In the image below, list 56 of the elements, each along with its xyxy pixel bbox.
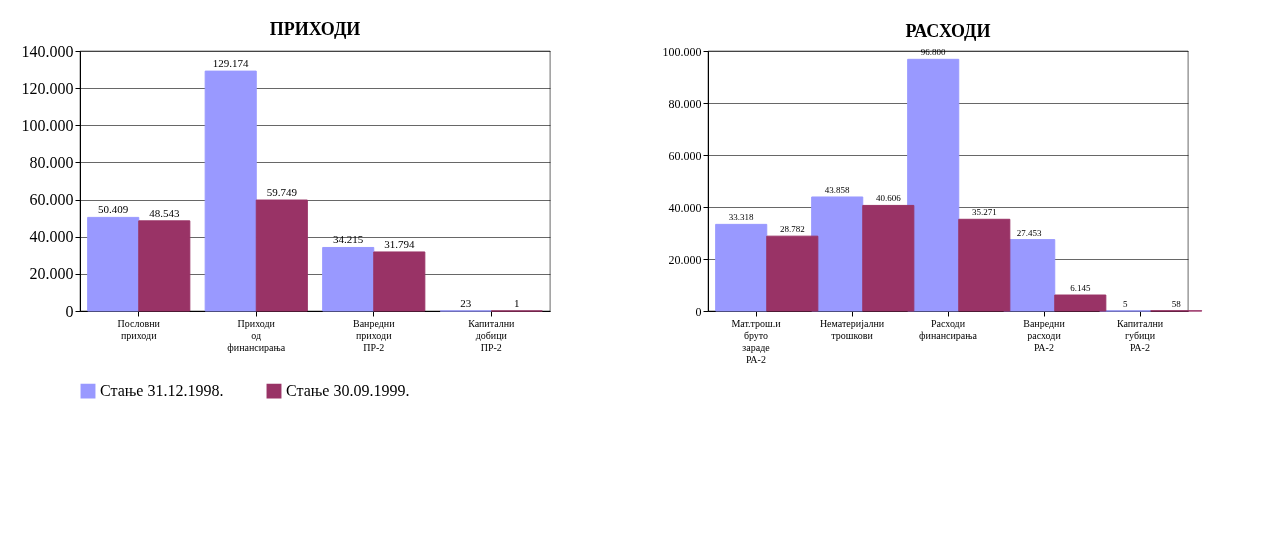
data-label: 27.453 [1016,227,1043,238]
data-label: 48.543 [149,206,180,219]
bar [766,235,819,312]
data-label: 35.271 [971,207,997,218]
x-tick-label: Расходи финансирања [919,317,978,341]
bar [373,251,426,312]
bar [322,246,375,312]
y-tick-label: 40.000 [29,228,74,246]
y-tick-label: 20.000 [668,252,702,267]
data-label: 5 [1122,298,1128,309]
y-tick-label: 60.000 [29,191,74,209]
y-tick-label: 100.000 [21,116,74,134]
data-label: 1 [514,297,520,309]
y-tick-label: 100.000 [662,44,702,59]
data-label: 58 [1171,298,1182,309]
x-tick-label: Капитални губици РА-2 [1116,317,1164,353]
y-tick-label: 80.000 [668,96,702,111]
data-label: 33.318 [728,212,755,223]
y-tick-label: 0 [695,304,702,319]
y-tick-label: 120.000 [21,79,74,97]
bar [87,216,140,312]
data-label: 50.409 [98,203,129,216]
bar [715,223,768,312]
y-tick-label: 60.000 [668,148,702,163]
data-label: 28.782 [779,224,805,235]
y-tick-label: 140.000 [21,42,74,60]
x-tick-label: Мат.трош.и бруто зараде РА-2 [731,317,782,365]
data-label: 59.749 [266,186,298,199]
x-tick-label: Пословни приходи [117,317,161,341]
legend-label: Стање 31.12.1998. [100,382,224,400]
y-tick-label: 80.000 [29,153,74,171]
x-tick-label: Ванредни приходи ПР-2 [352,317,396,353]
bar [907,58,960,312]
bar [1054,294,1107,312]
data-label: 23 [460,296,472,309]
chart-title: РАСХОДИ [905,21,991,41]
x-tick-label: Нематеријални трошкови [819,317,885,341]
bar [862,204,915,312]
bar [811,196,864,312]
bar [138,220,191,312]
chart-title: ПРИХОДИ [269,19,361,39]
y-tick-label: 20.000 [29,265,74,283]
x-tick-label: Ванредни расходи РА-2 [1023,317,1066,353]
x-tick-label: Капитални добици ПР-2 [468,317,516,353]
data-label: 129.174 [212,57,250,70]
bar [204,70,257,312]
data-label: 31.794 [384,237,415,250]
data-label: 43.858 [824,184,851,195]
y-tick-label: 40.000 [668,200,702,215]
data-label: 40.606 [875,193,902,204]
bar [255,199,308,312]
x-tick-label: Приходи од финансирања [227,317,286,353]
legend-label: Стање 30.09.1999. [286,382,410,400]
bar [958,218,1011,312]
data-label: 6.145 [1070,283,1091,294]
y-tick-label: 0 [65,302,74,320]
